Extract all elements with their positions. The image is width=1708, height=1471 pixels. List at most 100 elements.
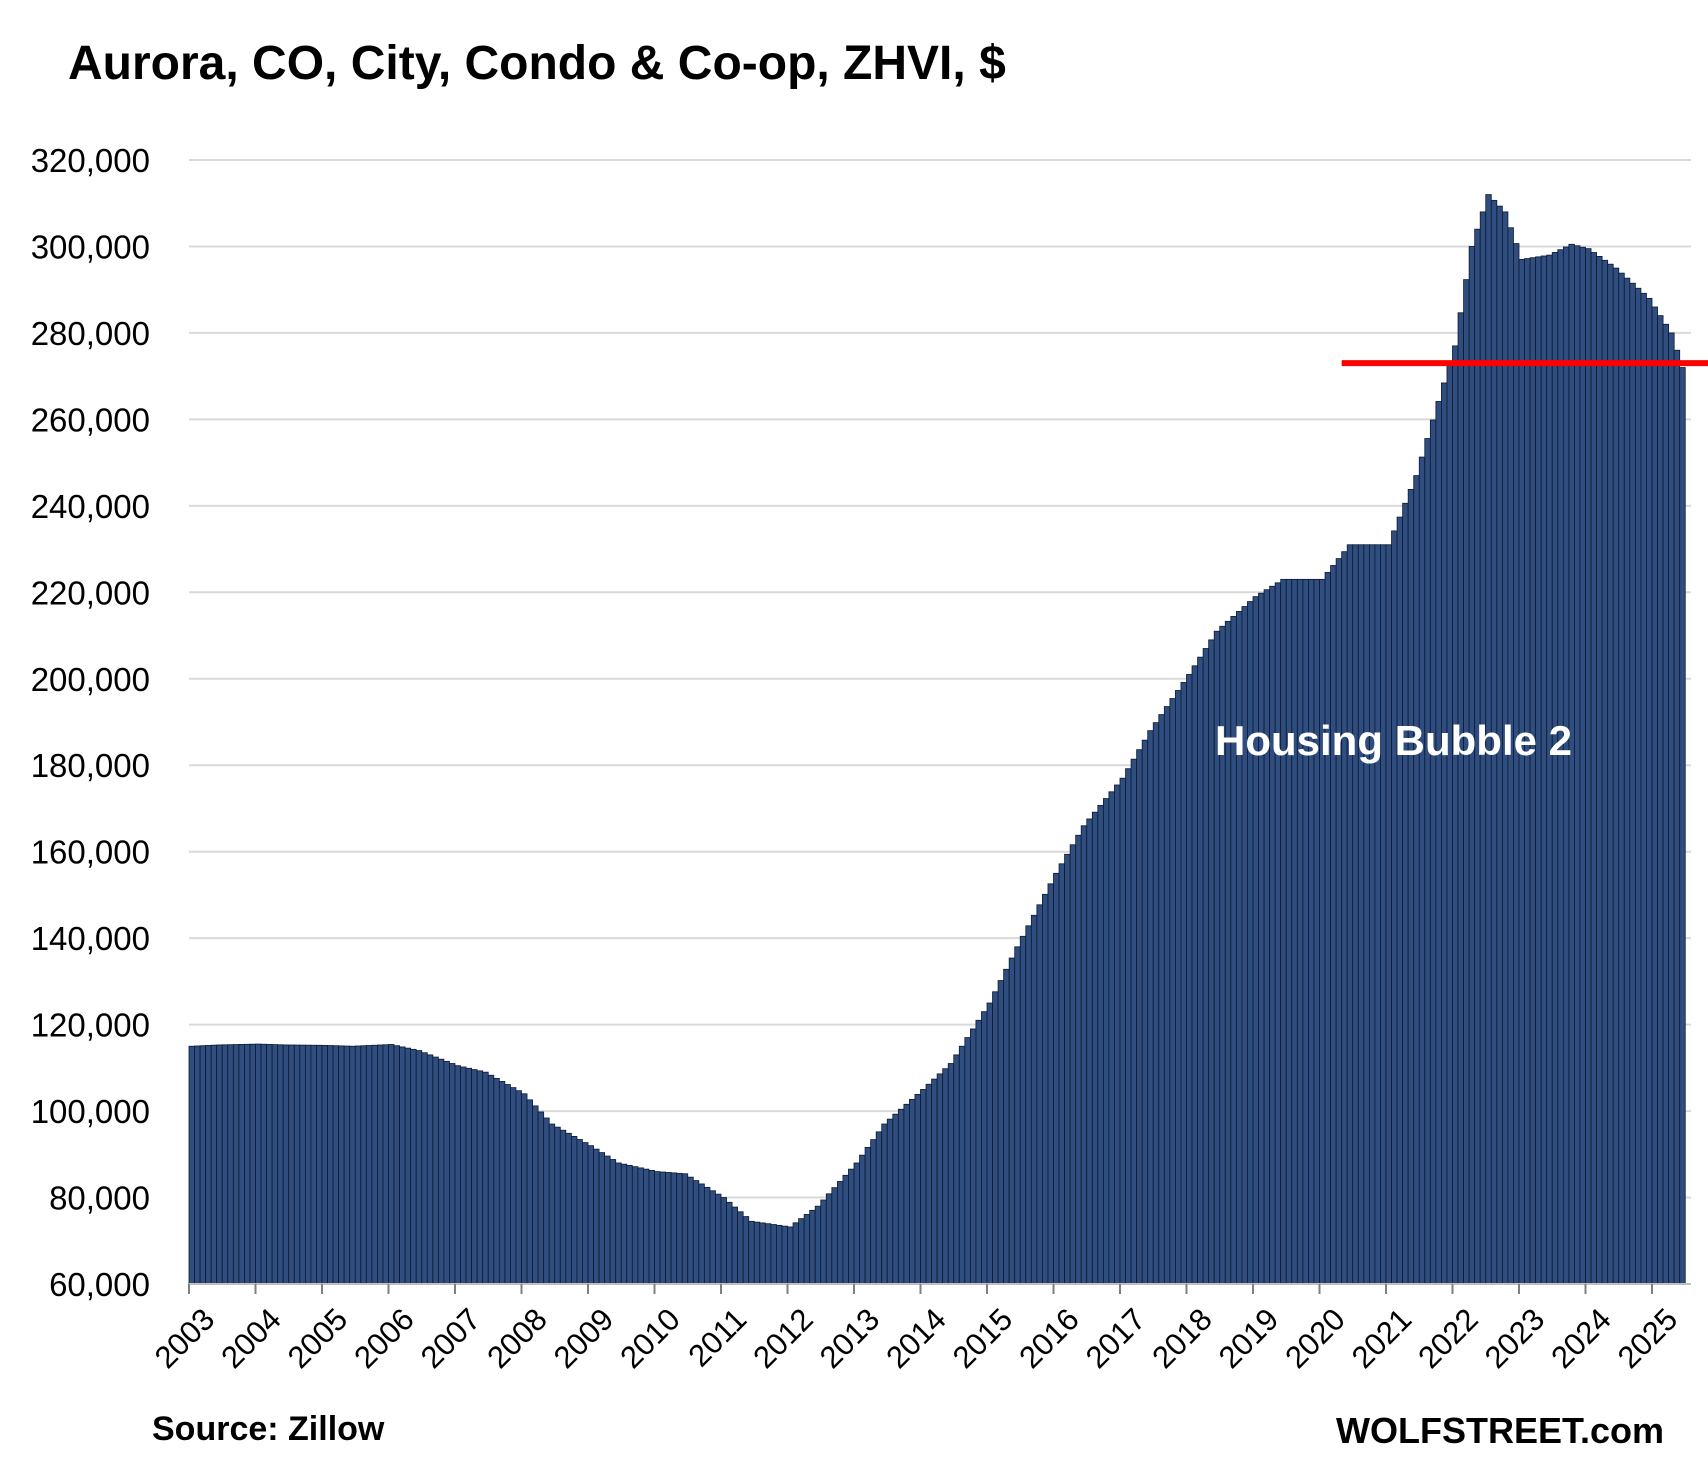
bar [460, 1066, 467, 1285]
y-tick-label: 280,000 [31, 315, 150, 352]
bar [1296, 578, 1304, 1285]
bar [1557, 249, 1564, 1285]
bar [1429, 419, 1437, 1285]
bar [1562, 246, 1570, 1285]
bar [1418, 456, 1426, 1285]
bar [1618, 272, 1625, 1285]
bar [1058, 863, 1065, 1285]
bar [853, 1162, 860, 1285]
bar [1197, 656, 1204, 1285]
bar [881, 1123, 888, 1285]
bar [1163, 706, 1171, 1285]
bar [399, 1046, 406, 1285]
bar [1662, 323, 1670, 1285]
bar [681, 1173, 689, 1285]
y-tick-label: 120,000 [31, 1007, 150, 1044]
bar [1330, 565, 1337, 1285]
bar [543, 1117, 550, 1285]
source-note: Source: Zillow [152, 1410, 385, 1448]
bar [720, 1197, 727, 1285]
bar [410, 1048, 417, 1285]
bar [349, 1045, 356, 1285]
bar [1147, 730, 1154, 1285]
bar [820, 1199, 827, 1285]
bar [1629, 282, 1636, 1285]
y-tick-label: 260,000 [31, 401, 150, 438]
bar [1524, 258, 1531, 1285]
y-tick-label: 160,000 [31, 834, 150, 871]
bar [1158, 714, 1165, 1285]
y-tick-label: 320,000 [31, 142, 150, 179]
bar [787, 1226, 794, 1285]
bar [316, 1044, 323, 1285]
bar [1668, 332, 1675, 1285]
bar [526, 1099, 533, 1285]
bar [471, 1069, 478, 1285]
bar [859, 1154, 866, 1285]
bar [753, 1221, 761, 1285]
x-tick-label: 2010 [613, 1302, 687, 1376]
bar [698, 1183, 705, 1285]
bar [1551, 252, 1559, 1285]
bar [1274, 582, 1282, 1285]
bar [1125, 768, 1132, 1285]
bar [454, 1065, 461, 1285]
bar [1313, 578, 1320, 1285]
bar [1263, 589, 1271, 1285]
x-tick-label: 2009 [547, 1302, 621, 1376]
bar [1452, 345, 1459, 1285]
bar [814, 1205, 822, 1285]
bar [321, 1044, 328, 1285]
x-tick-label: 2024 [1544, 1302, 1618, 1376]
bar [1413, 475, 1420, 1285]
bar [1086, 818, 1093, 1285]
bar [210, 1044, 218, 1285]
bar [1324, 572, 1331, 1285]
bar [1053, 872, 1060, 1285]
x-tick-label: 2020 [1278, 1302, 1352, 1376]
bar [282, 1044, 290, 1285]
bar [1102, 798, 1110, 1285]
bar [654, 1171, 661, 1285]
y-tick-label: 220,000 [31, 574, 150, 611]
x-tick-label: 2004 [214, 1302, 288, 1376]
x-tick-label: 2013 [813, 1302, 887, 1376]
bar [244, 1043, 251, 1285]
bar [1319, 578, 1326, 1285]
bar [1136, 749, 1143, 1285]
bar [1623, 277, 1631, 1285]
bar [1679, 367, 1686, 1285]
bar [288, 1044, 295, 1285]
bar [925, 1083, 932, 1285]
bar [1657, 315, 1664, 1285]
y-tick-label: 200,000 [31, 661, 150, 698]
bar [953, 1054, 960, 1285]
bar [565, 1132, 572, 1285]
bar [277, 1044, 284, 1285]
bar [216, 1044, 223, 1285]
bar [255, 1043, 262, 1285]
bar [582, 1142, 589, 1285]
bar [997, 980, 1005, 1285]
y-axis-ticks: 60,000 80,000 100,000 120,000 140,000 160,000… [31, 142, 150, 1303]
bar [188, 1045, 195, 1285]
bar [498, 1081, 506, 1285]
bar [969, 1028, 977, 1285]
bar [1651, 306, 1658, 1285]
bar [831, 1187, 838, 1285]
bar [726, 1201, 733, 1285]
bar [1241, 606, 1248, 1285]
bar [1080, 825, 1088, 1285]
bar [981, 1011, 988, 1285]
bar [936, 1073, 944, 1285]
x-tick-label: 2008 [480, 1302, 554, 1376]
x-tick-label: 2016 [1012, 1302, 1086, 1376]
bar [792, 1222, 799, 1285]
bar [1385, 544, 1392, 1285]
bar [1280, 578, 1287, 1285]
bar [1363, 544, 1370, 1285]
bar [388, 1044, 395, 1285]
y-tick-label: 240,000 [31, 488, 150, 525]
bar [670, 1172, 678, 1285]
bar [609, 1159, 617, 1285]
